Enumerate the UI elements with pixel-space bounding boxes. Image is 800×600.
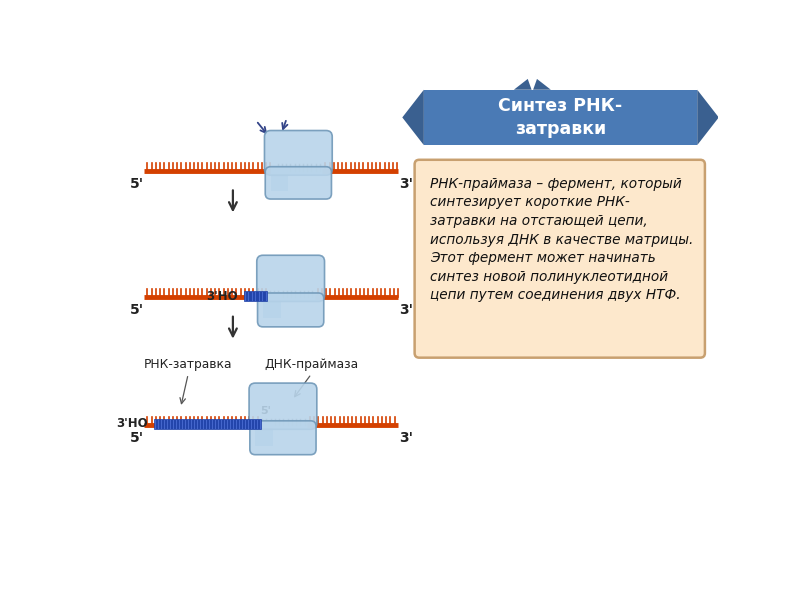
FancyBboxPatch shape <box>250 421 316 455</box>
Text: 3'HO: 3'HO <box>117 418 148 430</box>
Bar <box>255 420 273 446</box>
Bar <box>270 167 288 172</box>
Bar <box>263 292 281 319</box>
Text: Синтез РНК-
затравки: Синтез РНК- затравки <box>498 97 622 138</box>
Bar <box>255 422 273 426</box>
FancyBboxPatch shape <box>257 255 325 301</box>
Text: РНК-праймаза – фермент, который
синтезирует короткие РНК-
затравки на отстающей : РНК-праймаза – фермент, который синтезир… <box>430 177 694 302</box>
Text: ДНК-праймаза: ДНК-праймаза <box>264 358 358 371</box>
Text: 3'HO: 3'HO <box>206 290 238 302</box>
FancyBboxPatch shape <box>424 90 698 145</box>
Text: 5': 5' <box>130 303 144 317</box>
FancyBboxPatch shape <box>249 383 317 429</box>
FancyBboxPatch shape <box>266 167 331 199</box>
Polygon shape <box>514 79 531 90</box>
Text: 3': 3' <box>399 431 413 445</box>
Polygon shape <box>698 90 718 145</box>
Text: 5': 5' <box>130 431 144 445</box>
Text: 5': 5' <box>261 406 271 416</box>
Text: 3': 3' <box>399 176 413 191</box>
Bar <box>154 419 262 429</box>
Text: 3': 3' <box>399 303 413 317</box>
Polygon shape <box>533 79 551 90</box>
Bar <box>270 166 288 191</box>
FancyBboxPatch shape <box>414 160 705 358</box>
FancyBboxPatch shape <box>265 131 332 175</box>
Text: РНК-затравка: РНК-затравка <box>144 358 233 371</box>
Text: 5': 5' <box>130 176 144 191</box>
Bar <box>263 294 281 298</box>
Polygon shape <box>402 90 424 145</box>
Bar <box>244 292 266 301</box>
FancyBboxPatch shape <box>258 293 324 327</box>
